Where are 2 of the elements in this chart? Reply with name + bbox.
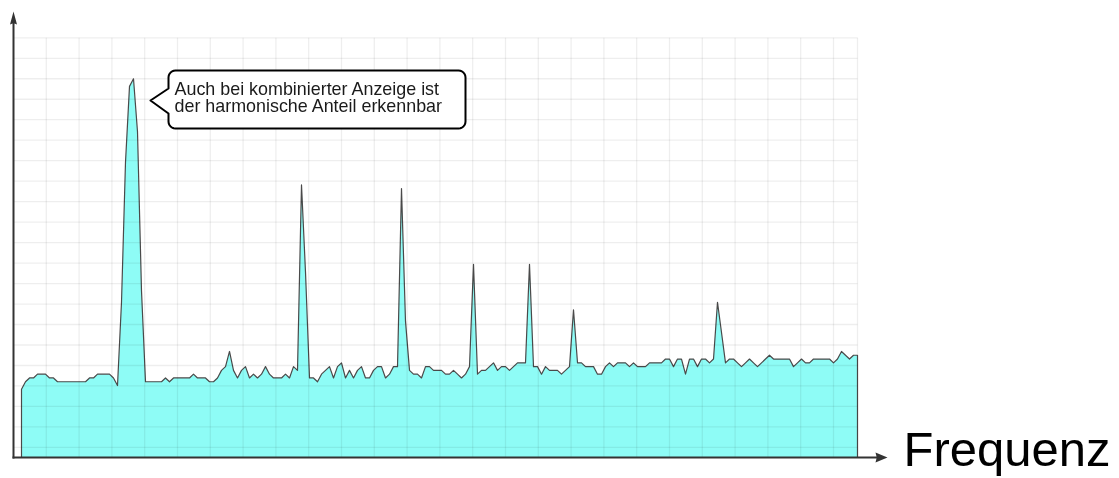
x-axis-title: Frequenz [903, 421, 1111, 476]
annotation: Auch bei kombinierter Anzeige ist der harmonische Anteil erkennbar [174, 78, 443, 117]
